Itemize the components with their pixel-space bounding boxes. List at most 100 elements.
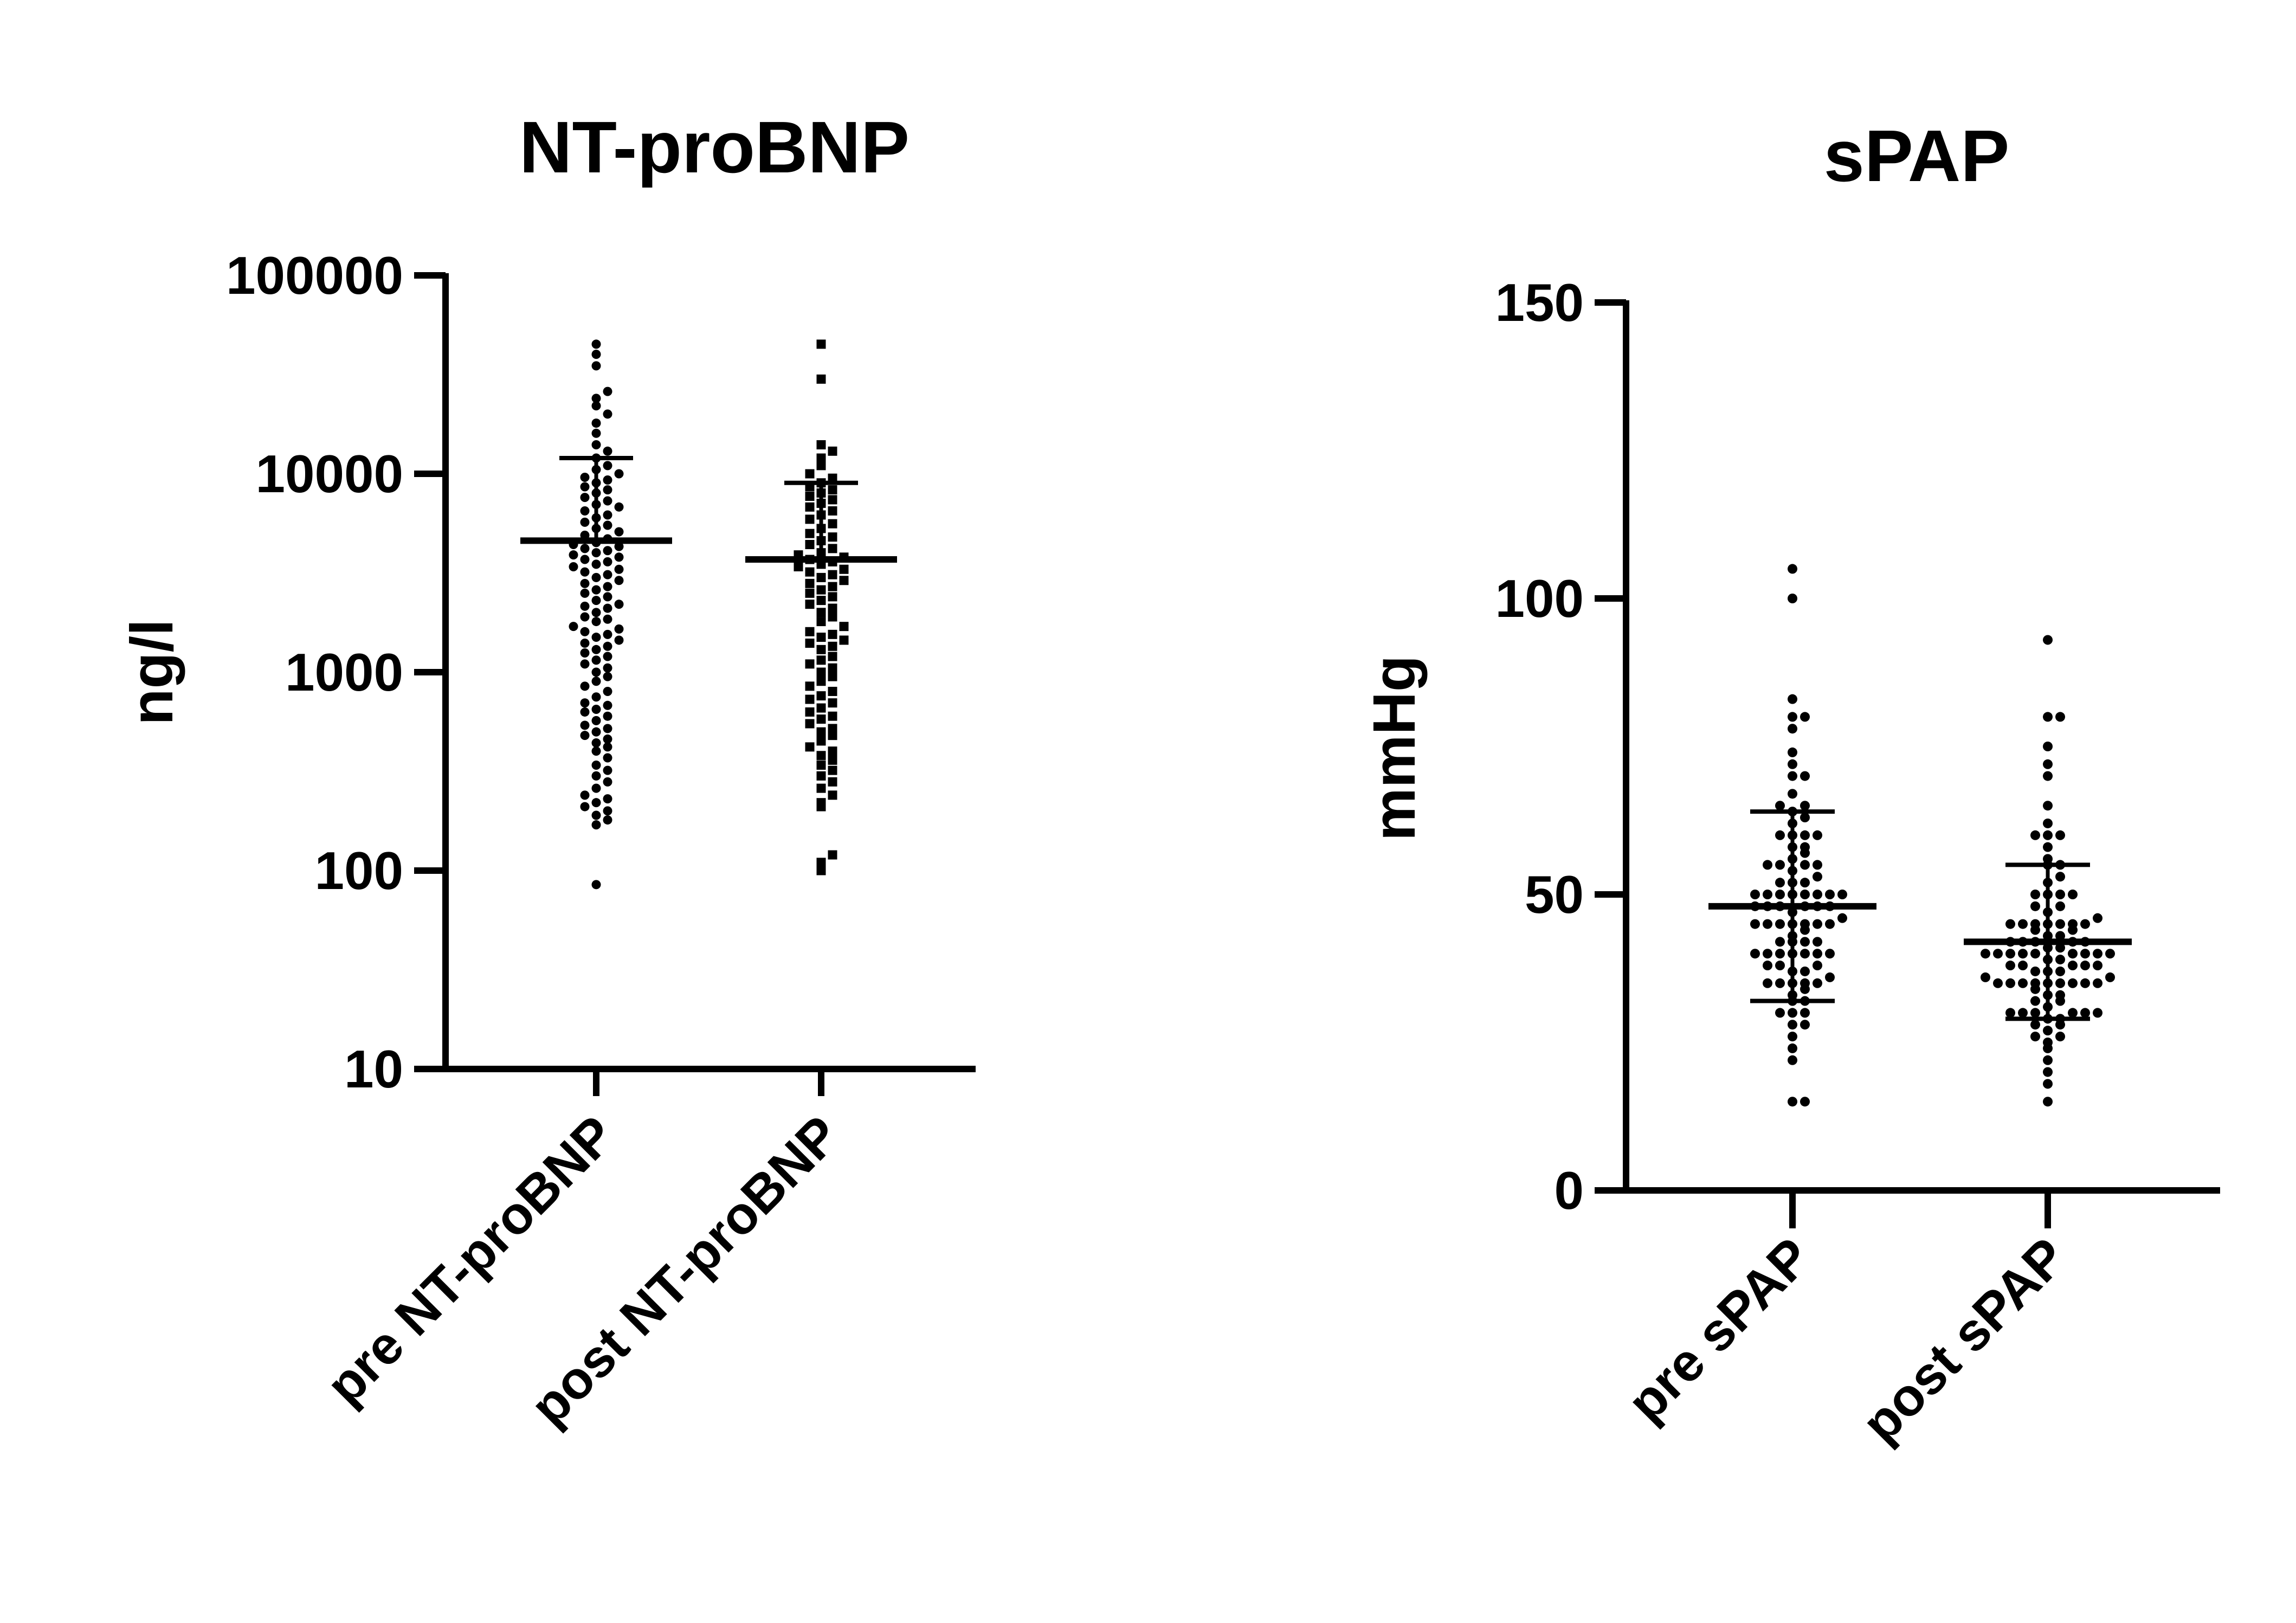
ntprobnp-data-point — [828, 724, 837, 733]
ntprobnp-data-point — [580, 601, 590, 611]
spap-data-point — [2080, 978, 2090, 988]
ntprobnp-data-point — [828, 603, 837, 613]
spap-data-point — [1800, 1020, 1810, 1030]
ntprobnp-data-point — [603, 724, 612, 733]
spap-data-point — [2030, 966, 2040, 976]
ntprobnp-data-point — [816, 703, 826, 713]
spap-data-point — [2005, 949, 2015, 959]
spap-data-point — [2055, 978, 2065, 988]
ntprobnp-data-point — [591, 738, 601, 748]
spap-data-point — [2018, 949, 2028, 959]
ntprobnp-data-point — [603, 672, 612, 681]
ntprobnp-data-point — [591, 667, 601, 677]
ntprobnp-data-point — [828, 506, 837, 516]
ntprobnp-data-point — [805, 578, 815, 588]
spap-data-point — [2030, 919, 2040, 929]
ntprobnp-data-point — [839, 576, 849, 585]
ntprobnp-data-point — [828, 790, 837, 800]
ntprobnp-data-point — [614, 502, 624, 512]
ntprobnp-data-point — [805, 659, 815, 669]
ntprobnp-data-point — [580, 578, 590, 588]
spap-data-point — [1763, 860, 1772, 870]
spap-data-point — [2068, 949, 2078, 959]
ntprobnp-data-point — [603, 629, 612, 639]
ntprobnp-data-point — [805, 514, 815, 524]
ntprobnp-data-point — [591, 339, 601, 349]
spap-data-point — [1775, 978, 1785, 988]
spap-data-point — [2043, 1026, 2053, 1036]
spap-data-point — [2093, 961, 2102, 971]
spap-data-point — [2018, 1008, 2028, 1018]
spap-data-point — [1788, 1032, 1797, 1042]
ntprobnp-data-point — [580, 707, 590, 717]
ntprobnp-data-point — [816, 440, 826, 450]
ntprobnp-data-point — [580, 659, 590, 669]
ntprobnp-data-point — [816, 760, 826, 770]
ntprobnp-data-point — [828, 519, 837, 529]
ntprobnp-data-point — [603, 546, 612, 556]
spap-data-point — [1813, 860, 1822, 870]
ntprobnp-data-point — [828, 582, 837, 591]
ntprobnp-data-point — [805, 567, 815, 577]
ntprobnp-data-point — [828, 711, 837, 721]
spap-data-point — [2055, 966, 2065, 976]
ntprobnp-data-point — [591, 645, 601, 654]
spap-data-point — [1788, 1008, 1797, 1018]
spap-data-point — [1800, 937, 1810, 947]
spap-data-point — [2055, 1032, 2065, 1042]
spap-data-point — [1775, 961, 1785, 971]
spap-data-point — [1763, 978, 1772, 988]
spap-data-point — [2093, 1008, 2102, 1018]
spap-data-point — [2043, 842, 2053, 852]
spap-data-point — [2043, 854, 2053, 864]
spap-data-point — [2093, 913, 2102, 923]
ntprobnp-data-point — [603, 711, 612, 721]
spap-data-point — [2068, 978, 2078, 988]
spap-data-point — [1800, 949, 1810, 959]
spap-data-point — [1800, 830, 1810, 840]
spap-data-point — [2043, 771, 2053, 781]
ntprobnp-data-point — [591, 727, 601, 737]
ntprobnp-data-point — [805, 639, 815, 648]
ntprobnp-data-point — [591, 548, 601, 558]
ntprobnp-data-point — [603, 603, 612, 613]
spap-data-point — [1800, 966, 1810, 976]
ntprobnp-data-point — [614, 552, 624, 562]
ntprobnp-data-point — [816, 374, 826, 384]
spap-data-point — [2043, 1079, 2053, 1089]
spap-data-point — [1750, 890, 1760, 899]
ntprobnp-data-point — [591, 401, 601, 411]
ntprobnp-data-point — [580, 681, 590, 691]
ntprobnp-data-point — [603, 409, 612, 419]
ntprobnp-data-point — [603, 614, 612, 624]
spap-data-point — [1813, 872, 1822, 882]
ntprobnp-data-point — [580, 802, 590, 812]
spap-data-point — [2043, 818, 2053, 828]
spap-data-point — [2068, 1008, 2078, 1018]
spap-data-point — [2043, 712, 2053, 722]
ntprobnp-data-point — [828, 850, 837, 860]
ntprobnp-data-point — [828, 473, 837, 483]
ntprobnp-data-point — [603, 592, 612, 602]
ntprobnp-data-point — [816, 691, 826, 701]
ntprobnp-data-point — [816, 751, 826, 761]
ntprobnp-data-point — [603, 686, 612, 696]
spap-data-point — [2080, 919, 2090, 929]
ntprobnp-data-point — [805, 469, 815, 479]
ntprobnp-data-point — [603, 742, 612, 752]
spap-data-point — [2018, 978, 2028, 988]
ntprobnp-data-point — [816, 596, 826, 606]
spap-data-point — [2055, 901, 2065, 911]
ntprobnp-data-point — [591, 810, 601, 820]
spap-data-point — [1800, 919, 1810, 929]
spap-data-point — [2105, 949, 2115, 959]
spap-data-point — [1800, 890, 1810, 899]
ntprobnp-data-point — [591, 783, 601, 793]
ntprobnp-data-point — [591, 617, 601, 627]
ntprobnp-data-point — [816, 858, 826, 867]
spap-data-point — [1800, 860, 1810, 870]
ntprobnp-data-point — [580, 493, 590, 503]
spap-data-point — [1788, 1020, 1797, 1030]
ntprobnp-data-point — [614, 542, 624, 551]
